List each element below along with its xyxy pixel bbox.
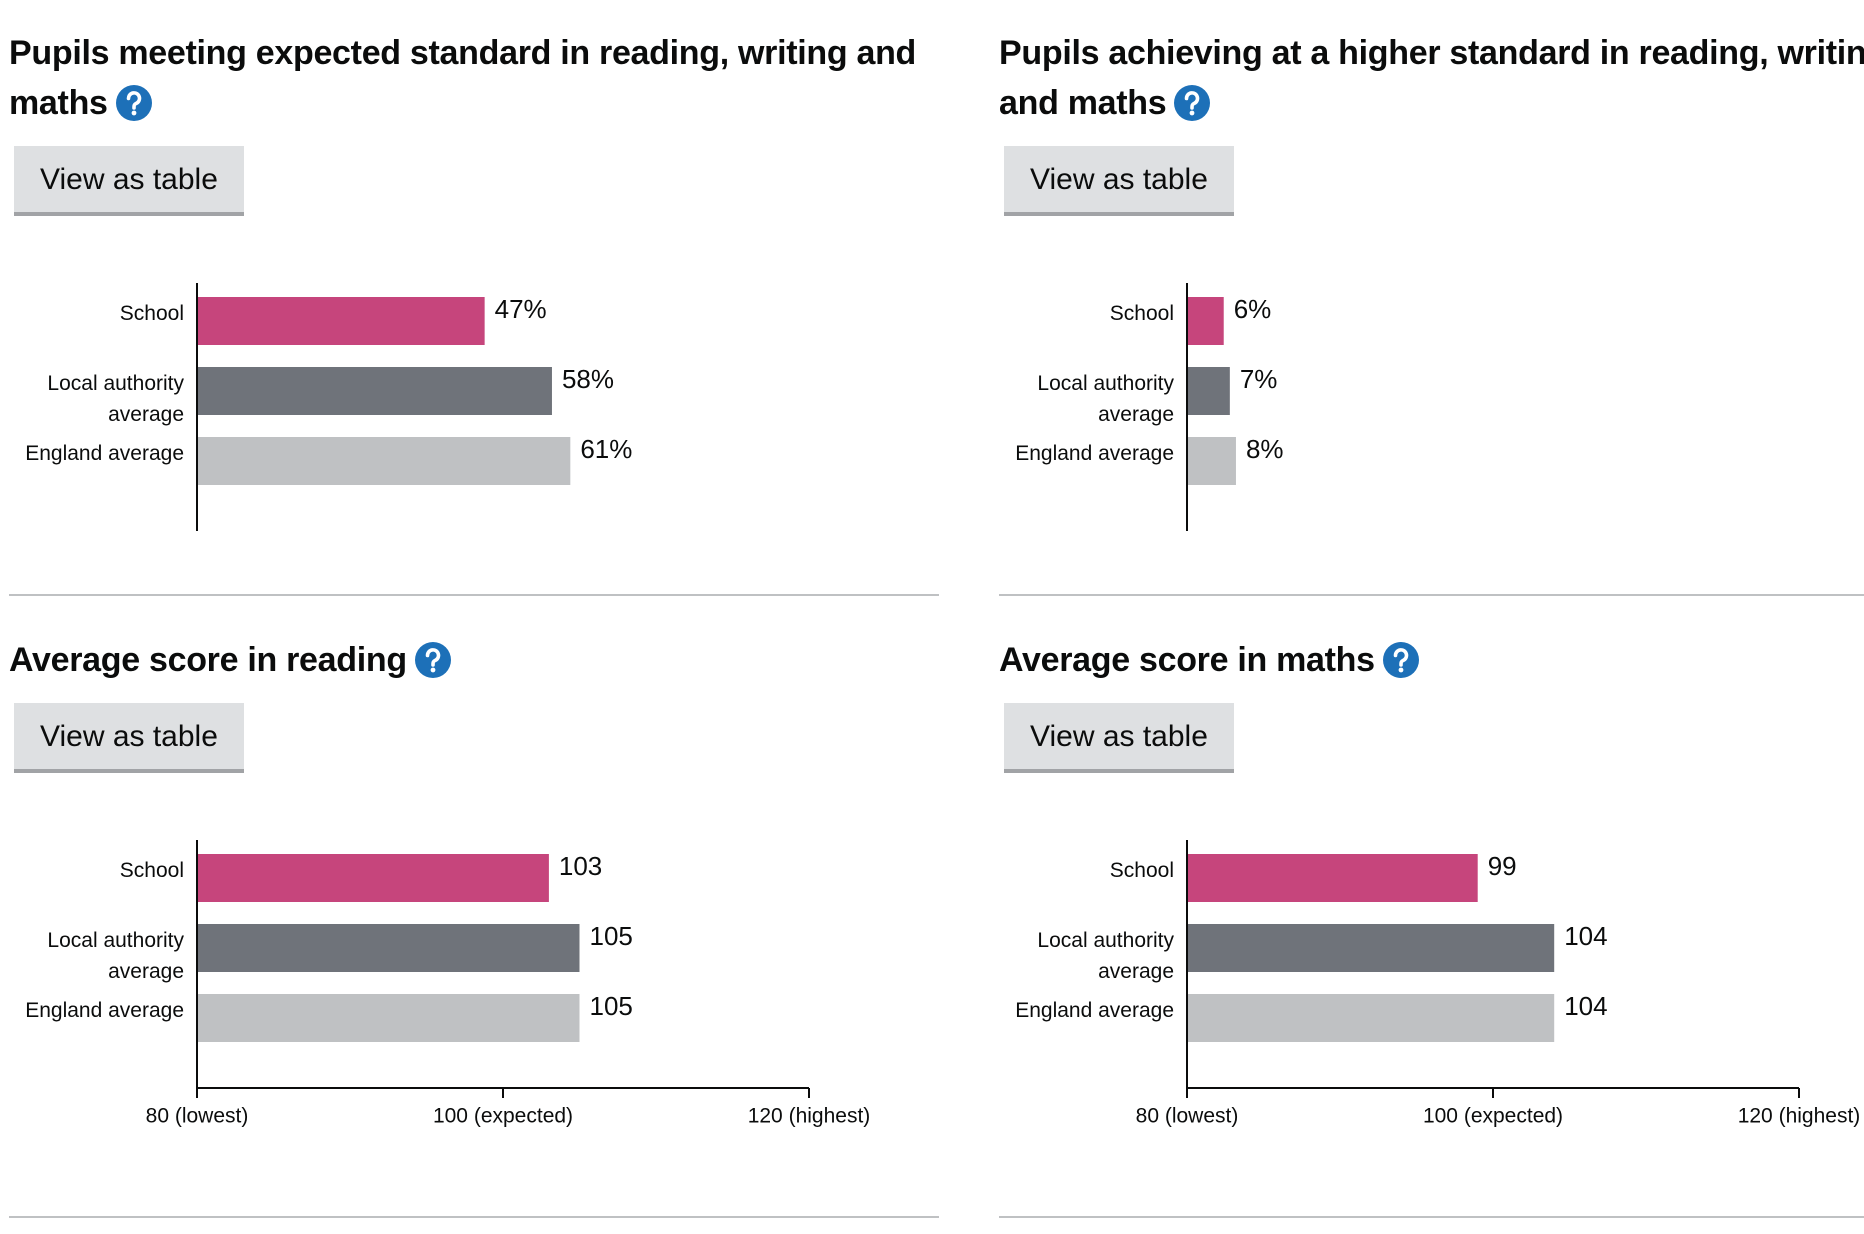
separator <box>999 594 1864 596</box>
category-label: School <box>119 859 184 882</box>
chart-plot: 103 105 105 80 (lowest) 100 (expected) 120 (h… <box>146 840 871 1128</box>
bar <box>1187 994 1555 1042</box>
category-label: School <box>1109 859 1174 882</box>
help-icon-dot <box>1398 667 1404 673</box>
x-tick-label: 80 (lowest) <box>1136 1105 1239 1128</box>
chart-title-block: Average score in maths <box>999 635 1864 685</box>
value-label: 61% <box>580 434 632 464</box>
separator <box>9 594 939 596</box>
category-label: School <box>1109 302 1174 325</box>
value-label: 58% <box>562 364 614 394</box>
chart-title-block: Pupils meeting expected standard in read… <box>9 28 924 128</box>
bar <box>197 297 485 345</box>
bar <box>1187 854 1478 902</box>
category-label: Local authority average <box>1037 372 1174 426</box>
value-label: 105 <box>590 921 633 951</box>
view-as-table-button[interactable]: View as table <box>1004 146 1234 216</box>
category-label: School <box>119 302 184 325</box>
bar <box>197 437 571 485</box>
chart-plot: 99 104 104 80 (lowest) 100 (expected) 120 (hi… <box>1136 840 1861 1128</box>
bar <box>1187 297 1224 345</box>
value-label: 47% <box>495 294 547 324</box>
help-icon-glyph <box>126 91 141 110</box>
view-as-table-button[interactable]: View as table <box>1004 703 1234 773</box>
chart: 6% 7% 8% School Local authority average Engla… <box>999 283 1864 576</box>
bar <box>1187 367 1230 415</box>
value-label: 6% <box>1234 294 1272 324</box>
help-icon-glyph <box>425 648 441 667</box>
category-label: Local authority average <box>1037 929 1174 983</box>
bar <box>1187 924 1555 972</box>
help-icon-dot <box>1189 110 1195 116</box>
chart-panel: Average score in maths View as table 99 104… <box>999 635 1864 1133</box>
value-label: 103 <box>559 851 602 881</box>
bar <box>1187 437 1236 485</box>
category-label: England average <box>25 442 184 465</box>
help-icon[interactable] <box>414 642 451 678</box>
help-icon[interactable] <box>1174 85 1211 121</box>
value-label: 7% <box>1240 364 1278 394</box>
category-label: England average <box>1015 442 1174 465</box>
bar <box>197 854 549 902</box>
chart-title: Average score in reading <box>9 641 407 679</box>
view-as-table-button[interactable]: View as table <box>14 703 244 773</box>
x-tick-label: 120 (highest) <box>1738 1105 1861 1128</box>
category-label: Local authority average <box>47 372 184 426</box>
help-icon-glyph <box>1393 648 1409 667</box>
chart-plot: 6% 7% 8% <box>1186 283 1284 531</box>
x-tick-label: 80 (lowest) <box>146 1105 249 1128</box>
x-tick-label: 100 (expected) <box>433 1105 573 1128</box>
value-label: 104 <box>1564 921 1607 951</box>
chart-panel: Pupils achieving at a higher standard in… <box>999 28 1864 576</box>
chart-panel: Average score in reading View as table 103… <box>9 635 939 1133</box>
help-icon-dot <box>430 667 436 673</box>
chart-title-block: Pupils achieving at a higher standard in… <box>999 28 1864 128</box>
category-label: England average <box>1015 999 1174 1022</box>
chart: 47% 58% 61% School Local authority average En… <box>9 283 939 576</box>
value-label: 104 <box>1564 991 1607 1021</box>
chart: 103 105 105 80 (lowest) 100 (expected) 120 (h… <box>9 840 939 1133</box>
chart-title: Pupils meeting expected standard in read… <box>9 34 917 122</box>
chart-plot: 47% 58% 61% <box>196 283 632 531</box>
chart-title: Average score in maths <box>999 641 1375 679</box>
chart-title-block: Average score in reading <box>9 635 924 685</box>
help-icon-dot <box>131 110 137 116</box>
x-tick-label: 100 (expected) <box>1423 1105 1563 1128</box>
value-label: 105 <box>590 991 633 1021</box>
value-label: 8% <box>1246 434 1284 464</box>
bar <box>197 367 552 415</box>
help-icon[interactable] <box>115 85 152 121</box>
help-icon[interactable] <box>1382 642 1419 678</box>
x-tick-label: 120 (highest) <box>748 1105 871 1128</box>
category-label: England average <box>25 999 184 1022</box>
help-icon-glyph <box>1185 91 1200 110</box>
chart-panel: Pupils meeting expected standard in read… <box>9 28 939 576</box>
chart: 99 104 104 80 (lowest) 100 (expected) 120 (hi… <box>999 840 1864 1133</box>
view-as-table-button[interactable]: View as table <box>14 146 244 216</box>
value-label: 99 <box>1488 851 1517 881</box>
bar <box>197 924 580 972</box>
separator <box>999 1216 1864 1218</box>
bar <box>197 994 580 1042</box>
category-label: Local authority average <box>47 929 184 983</box>
chart-title: Pupils achieving at a higher standard in… <box>999 34 1864 122</box>
separator <box>9 1216 939 1218</box>
